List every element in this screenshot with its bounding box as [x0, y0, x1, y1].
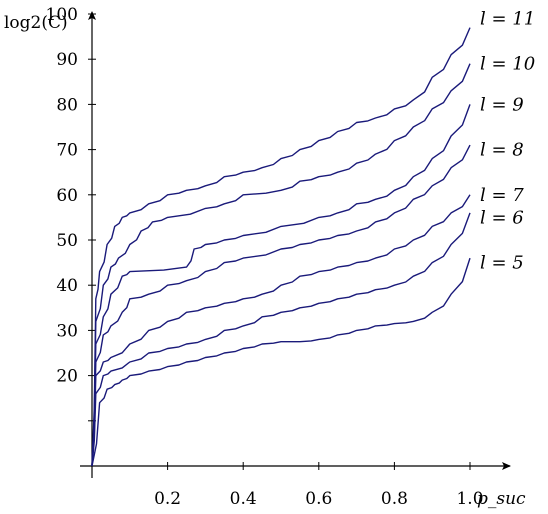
x-tick-label: 1.0 — [456, 489, 483, 509]
x-tick-label: 0.8 — [381, 489, 408, 509]
y-tick-label: 70 — [56, 141, 78, 161]
series-label: l = 8 — [480, 140, 524, 161]
y-tick-label: 50 — [56, 231, 78, 251]
x-axis-title: p_suc — [477, 489, 526, 509]
series-line — [91, 144, 471, 467]
x-tick-label: 0.4 — [230, 489, 257, 509]
y-tick-label: 80 — [56, 95, 78, 115]
series-lines — [91, 27, 471, 467]
series-label: l = 10 — [480, 54, 535, 75]
y-tick-label: 30 — [56, 321, 78, 341]
labels: l = 11 l = 10 l = 9 l = 8 l = 7l = 6 l = 5 — [480, 9, 535, 274]
series-line — [91, 194, 471, 467]
series-line — [91, 63, 471, 467]
x-tick-label: 0.2 — [154, 489, 181, 509]
y-tick-label: 100 — [46, 5, 78, 25]
x-tick-label: 0.6 — [305, 489, 332, 509]
y-axis-title: log2(C) — [4, 13, 68, 33]
series-label: l = 11 — [480, 9, 535, 30]
y-tick-label: 60 — [56, 186, 78, 206]
series-label: l = 5 — [480, 253, 524, 274]
y-tick-label: 20 — [56, 367, 78, 387]
series-label: l = 7 — [480, 185, 524, 206]
series-line — [91, 257, 471, 467]
series-line — [91, 27, 471, 467]
series-label: l = 6 — [480, 207, 524, 228]
axes: 0.2 0.4 0.6 0.8 1.0 20 30 40 50 60 70 80 90 100 p_suc l… — [4, 5, 526, 509]
series-label: l = 9 — [480, 94, 524, 115]
y-tick-label: 40 — [56, 276, 78, 296]
series-line — [91, 104, 471, 467]
series-line — [91, 212, 471, 467]
y-tick-label: 90 — [56, 50, 78, 70]
